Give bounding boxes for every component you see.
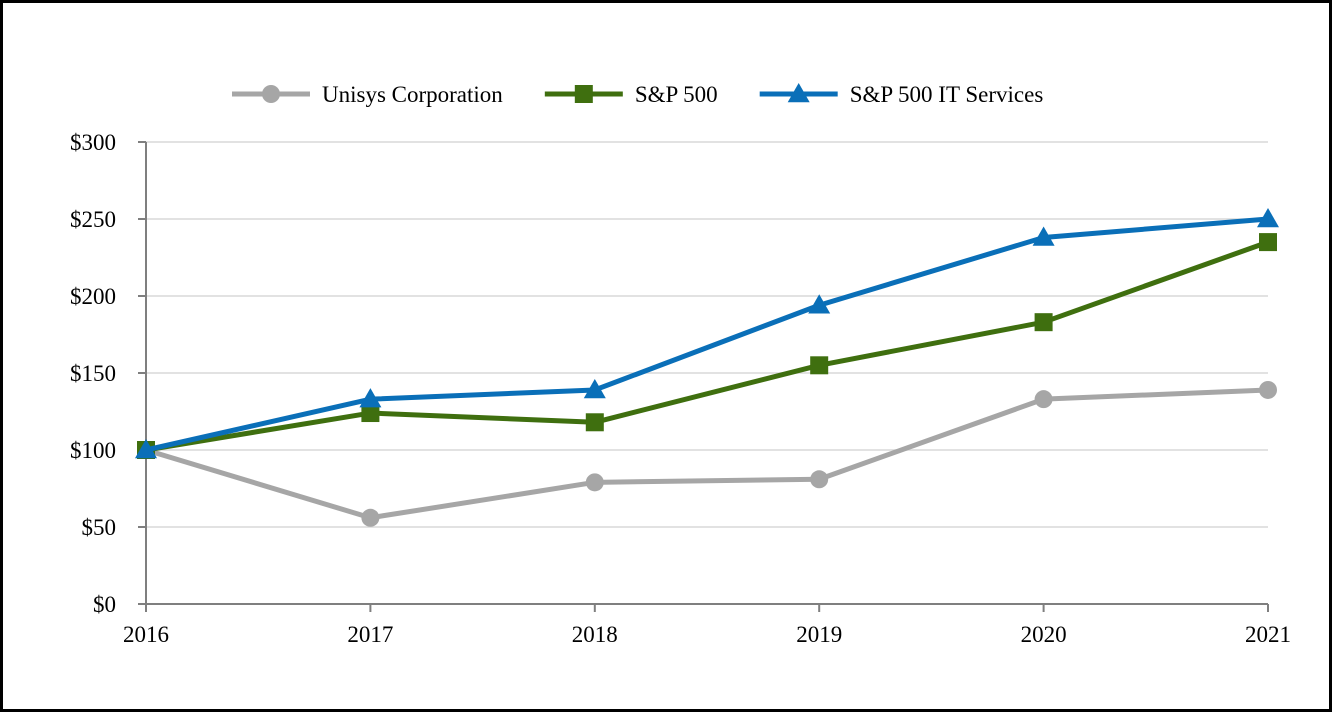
data-point-s-p-500-2018 (585, 413, 604, 432)
y-tick-label: $300 (70, 130, 116, 155)
series-line-unisys-corporation (145, 387, 1269, 521)
legend-label: S&P 500 IT Services (850, 82, 1044, 107)
data-point-s-p-500-2019 (810, 356, 829, 375)
legend-item-unisys-corporation: Unisys Corporation (232, 82, 503, 107)
series-s-p-500-it-services (135, 208, 1279, 459)
data-point-s-p-500-2017 (361, 404, 380, 423)
legend-item-s-p-500-it-services: S&P 500 IT Services (759, 82, 1044, 107)
data-point-s-p-500-it-services-2018 (583, 378, 606, 399)
data-point-s-p-500-it-services-2021 (1257, 208, 1279, 228)
data-point-s-p-500-it-services-2016 (135, 439, 157, 459)
legend-marker-s-p-500-it-services (787, 83, 810, 103)
x-tick-label: 2017 (347, 622, 393, 647)
legend-label: Unisys Corporation (322, 82, 503, 107)
data-point-s-p-500-it-services-2019 (808, 294, 831, 314)
x-tick-label: 2016 (123, 622, 169, 647)
series-lines (135, 208, 1279, 527)
data-point-unisys-corporation-2017 (361, 508, 380, 527)
y-tick-label: $200 (70, 284, 116, 309)
axes: $0 $50 $100 $150 $200 $250 $300 2016 2017 2018 201… (70, 130, 1291, 647)
data-point-s-p-500-2020 (1034, 313, 1053, 332)
x-tick-label: 2021 (1245, 622, 1291, 647)
legend-marker-unisys-corporation (262, 85, 280, 103)
gridlines (146, 141, 1268, 528)
legend-marker-s-p-500 (574, 85, 593, 103)
y-tick-label: $100 (70, 438, 116, 463)
y-tick-label: $250 (70, 207, 116, 232)
data-point-s-p-500-it-services-2017 (359, 388, 382, 408)
series-s-p-500 (137, 233, 1277, 459)
series-line-s-p-500-it-services (145, 216, 1269, 453)
y-tick-label: $50 (82, 515, 117, 540)
data-point-unisys-corporation-2020 (1034, 390, 1053, 409)
series-unisys-corporation (137, 380, 1277, 527)
y-tick-label: $0 (93, 592, 116, 617)
series-line-s-p-500 (145, 239, 1269, 453)
legend: Unisys Corporation S&P 500 S&P 500 IT Serv… (232, 82, 1043, 107)
x-tick-label: 2020 (1021, 622, 1067, 647)
y-tick-label: $150 (70, 361, 116, 386)
x-tick-label: 2018 (572, 622, 618, 647)
x-tick-label: 2019 (796, 622, 842, 647)
data-point-unisys-corporation-2019 (810, 470, 829, 489)
line-chart: $0 $50 $100 $150 $200 $250 $300 2016 2017 2018 201… (70, 82, 1291, 647)
data-point-s-p-500-it-services-2020 (1032, 226, 1055, 246)
legend-label: S&P 500 (635, 82, 718, 107)
legend-item-s-p-500: S&P 500 (544, 82, 718, 107)
data-point-s-p-500-2021 (1259, 233, 1277, 252)
data-point-unisys-corporation-2021 (1259, 380, 1277, 399)
data-point-unisys-corporation-2018 (585, 473, 604, 492)
